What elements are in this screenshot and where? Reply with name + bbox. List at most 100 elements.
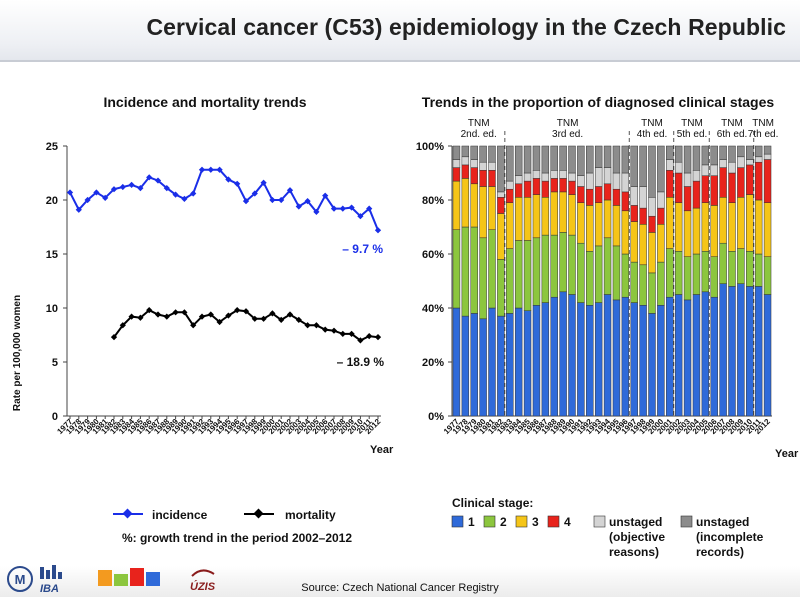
mortality-point — [216, 318, 223, 326]
bar-segment-stage-2 — [568, 234, 576, 295]
bar-segment-stage-2 — [630, 261, 638, 303]
mortality-point — [154, 311, 162, 318]
bar-segment-unstaged-objective — [763, 153, 772, 160]
bar-segment-stage-4 — [523, 180, 532, 198]
mortality-point — [278, 316, 285, 323]
mortality-point — [137, 314, 144, 321]
incidence-point — [234, 180, 241, 187]
mortality-point — [322, 326, 329, 333]
tnm-edition-label: TNM 4th ed. — [637, 118, 668, 140]
bar-y-tick-label: 0% — [428, 411, 444, 423]
bar-segment-stage-4 — [754, 161, 763, 201]
bar-segment-stage-2 — [754, 253, 763, 287]
bar-segment-stage-3 — [763, 202, 772, 257]
bar-segment-unstaged-objective — [586, 172, 594, 190]
clinical-stage-legend-title: Clinical stage: — [452, 496, 533, 510]
legend-stage4-swatch — [547, 515, 560, 528]
bar-segment-unstaged-incomplete — [514, 145, 523, 176]
bar-segment-stage-4 — [559, 178, 567, 193]
bar-segment-unstaged-incomplete — [497, 145, 505, 193]
bar-x-axis-label: Year — [775, 448, 799, 460]
bar-segment-unstaged-incomplete — [612, 145, 621, 174]
bar-segment-stage-3 — [470, 183, 478, 228]
bar-segment-stage-4 — [737, 167, 745, 198]
bar-segment-unstaged-objective — [470, 159, 478, 168]
bar-segment-stage-4 — [470, 167, 478, 185]
bar-segment-stage-3 — [692, 207, 701, 255]
bar-segment-unstaged-objective — [594, 167, 603, 187]
clinical-stage-chart: Trends in the proportion of diagnosed cl… — [416, 94, 799, 559]
bar-segment-stage-4 — [692, 180, 701, 209]
mortality-point — [330, 327, 338, 334]
bar-segment-unstaged-incomplete — [763, 145, 772, 155]
mortality-point — [234, 307, 241, 314]
bar-segment-stage-1 — [603, 294, 612, 417]
bar-segment-unstaged-objective — [479, 161, 487, 171]
legend-stage3-label: 3 — [532, 515, 539, 529]
bar-segment-unstaged-incomplete — [737, 145, 745, 158]
incidence-trend-annotation: – 9.7 % — [342, 242, 383, 256]
series-line-mortality — [113, 309, 379, 342]
bar-segment-stage-3 — [586, 205, 594, 252]
bar-segment-stage-2 — [657, 261, 665, 306]
bar-segment-stage-4 — [728, 172, 736, 203]
bar-y-tick-label: 40% — [422, 303, 444, 315]
tnm-edition-label: TNM 3rd ed. — [552, 118, 583, 140]
bar-segment-unstaged-incomplete — [568, 145, 576, 174]
bar-segment-unstaged-incomplete — [639, 145, 647, 187]
bar-segment-stage-1 — [639, 305, 647, 417]
mortality-point — [242, 308, 250, 315]
bar-segment-stage-3 — [603, 199, 612, 239]
bar-segment-stage-1 — [621, 296, 630, 417]
growth-trend-note: %: growth trend in the period 2002–2012 — [122, 531, 352, 545]
mortality-trend-annotation: – 18.9 % — [337, 355, 385, 369]
bar-segment-unstaged-objective — [497, 191, 505, 198]
bar-segment-stage-2 — [666, 248, 674, 298]
incidence-point — [374, 227, 382, 234]
mortality-point — [119, 322, 126, 329]
line-y-tick-label: 0 — [52, 411, 58, 423]
bar-segment-unstaged-incomplete — [603, 145, 612, 168]
incidence-point — [66, 189, 74, 196]
incidence-point — [154, 177, 162, 184]
bar-segment-stage-3 — [461, 178, 470, 228]
bar-segment-stage-4 — [452, 167, 461, 182]
bar-segment-stage-3 — [621, 210, 630, 255]
bar-segment-stage-3 — [710, 205, 718, 257]
bar-segment-stage-2 — [746, 251, 754, 287]
svg-text:IBA: IBA — [40, 583, 59, 595]
colorful-logo — [98, 568, 160, 586]
bar-segment-unstaged-incomplete — [719, 145, 727, 160]
bar-segment-unstaged-objective — [630, 186, 638, 206]
incidence-point — [110, 186, 118, 193]
bar-segment-stage-2 — [506, 248, 514, 314]
bar-segment-unstaged-objective — [639, 186, 647, 209]
incidence-point — [339, 205, 346, 212]
bar-segment-stage-1 — [568, 294, 576, 417]
bar-segment-stage-3 — [612, 205, 621, 247]
bar-segment-unstaged-objective — [506, 180, 514, 190]
bar-segment-stage-2 — [674, 251, 683, 295]
bar-segment-stage-4 — [683, 186, 692, 212]
line-y-tick-label: 20 — [46, 195, 58, 207]
bar-segment-stage-2 — [594, 245, 603, 303]
legend-unstaged-incomplete-label: unstaged (incomplete records) — [696, 515, 764, 559]
bar-segment-stage-3 — [719, 197, 727, 244]
bar-segment-stage-2 — [523, 240, 532, 311]
bar-segment-unstaged-incomplete — [648, 145, 656, 198]
bar-segment-unstaged-objective — [666, 159, 674, 171]
mortality-point — [374, 334, 382, 341]
bar-segment-stage-3 — [577, 202, 585, 244]
bar-segment-unstaged-incomplete — [701, 145, 710, 166]
bar-segment-stage-4 — [603, 183, 612, 201]
bar-segment-unstaged-incomplete — [559, 145, 567, 171]
bar-segment-unstaged-incomplete — [461, 145, 470, 158]
bar-segment-stage-1 — [719, 283, 727, 417]
bar-segment-stage-1 — [746, 286, 754, 417]
bar-segment-stage-4 — [479, 170, 487, 187]
tnm-edition-label: TNM 5th ed. — [677, 118, 708, 140]
incidence-point — [198, 166, 206, 173]
bar-segment-stage-4 — [630, 205, 638, 222]
bar-segment-stage-4 — [701, 175, 710, 203]
bar-segment-unstaged-incomplete — [452, 145, 461, 160]
